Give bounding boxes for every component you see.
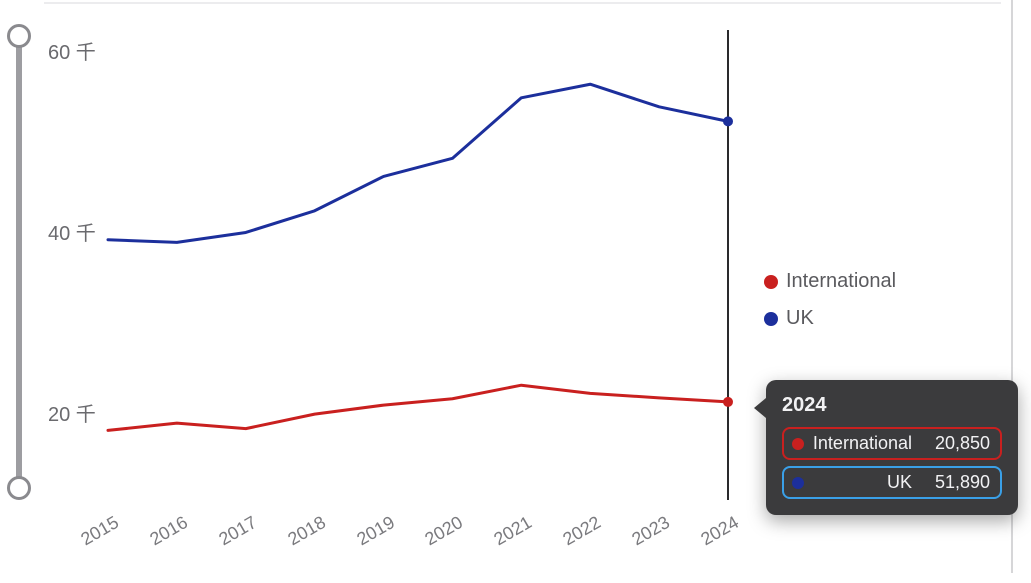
- tooltip-dot-icon: [792, 438, 804, 450]
- tooltip-title: 2024: [782, 394, 1002, 417]
- tooltip-row-international: International 20,850: [782, 427, 1002, 460]
- tooltip-dot-icon: [792, 477, 804, 489]
- tooltip-row-value: 20,850: [922, 433, 990, 454]
- y-tick-label: 60 千: [48, 36, 96, 65]
- legend-item-international[interactable]: International: [764, 270, 896, 293]
- legend-label: UK: [786, 307, 814, 330]
- legend-item-uk[interactable]: UK: [764, 307, 896, 330]
- range-slider-rail[interactable]: [16, 35, 22, 485]
- top-divider: [44, 2, 1001, 4]
- tooltip-row-label: International: [804, 433, 922, 454]
- chart-tooltip: 2024 International 20,850 UK 51,890: [766, 380, 1018, 515]
- legend-dot-icon: [764, 275, 778, 289]
- series-marker-uk[interactable]: [723, 116, 733, 126]
- tooltip-row-value: 51,890: [922, 472, 990, 493]
- legend-label: International: [786, 270, 896, 293]
- range-slider-handle-bottom[interactable]: [7, 476, 31, 500]
- chart-legend: International UK: [764, 270, 896, 344]
- y-tick-label: 20 千: [48, 398, 96, 427]
- legend-dot-icon: [764, 312, 778, 326]
- tooltip-row-uk: UK 51,890: [782, 466, 1002, 499]
- series-marker-international[interactable]: [723, 397, 733, 407]
- y-tick-label: 40 千: [48, 217, 96, 246]
- line-chart[interactable]: 20 千40 千60 千2015201620172018201920202021…: [48, 10, 748, 570]
- tooltip-row-label: UK: [804, 472, 922, 493]
- range-slider-handle-top[interactable]: [7, 24, 31, 48]
- chart-stage: 20 千40 千60 千2015201620172018201920202021…: [0, 0, 1031, 583]
- series-line-uk[interactable]: [108, 84, 728, 242]
- series-line-international[interactable]: [108, 385, 728, 430]
- chart-svg: [48, 10, 748, 570]
